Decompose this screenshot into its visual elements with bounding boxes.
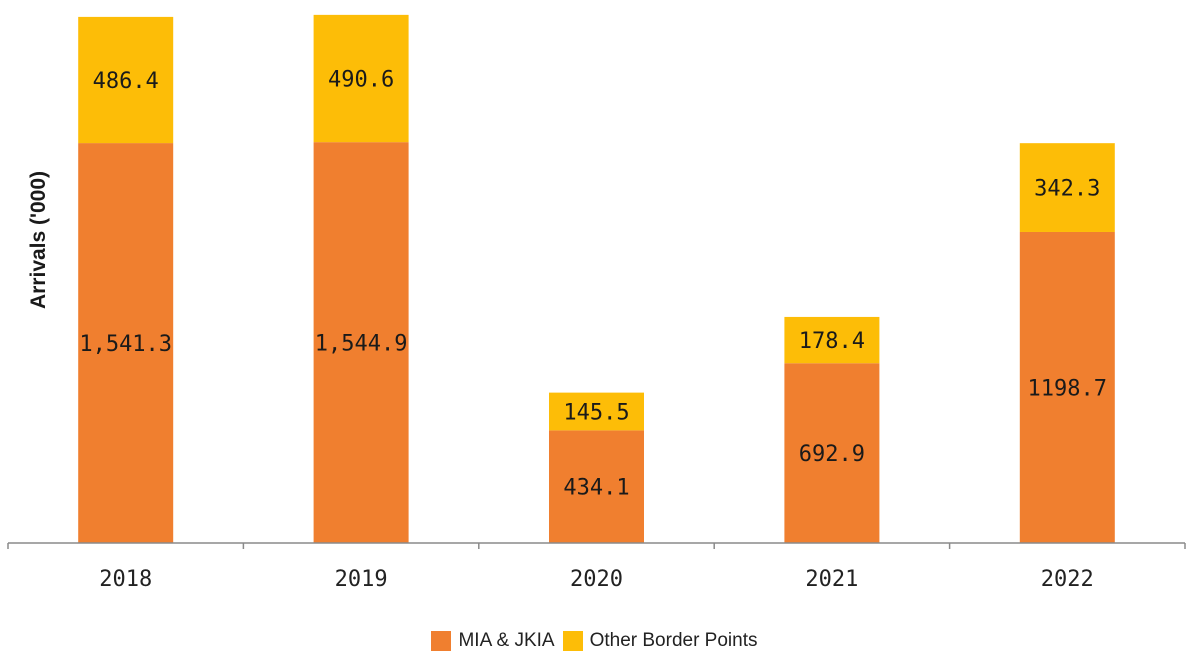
data-label-other-border-points-2019: 490.6 [328, 68, 394, 93]
legend: MIA & JKIA Other Border Points [0, 630, 1189, 652]
data-label-mia-jkia-2020: 434.1 [563, 476, 629, 501]
bar-other-border-points-2019 [313, 14, 409, 143]
legend-label-other-border-points: Other Border Points [589, 630, 758, 651]
bar-mia-jkia-2022 [1019, 231, 1115, 543]
legend-swatch-other-border-points [562, 631, 583, 651]
bar-mia-jkia-2018 [78, 143, 174, 543]
x-tick-label-2019: 2019 [335, 567, 388, 592]
data-label-other-border-points-2020: 145.5 [563, 400, 629, 425]
x-tick-label-2020: 2020 [570, 567, 623, 592]
x-tick-label-2022: 2022 [1041, 567, 1094, 592]
bar-mia-jkia-2020 [549, 430, 644, 543]
data-labels-layer: 1,541.3 486.4 1,544.9 490.6 434.1 145.5 692.9 1… [79, 68, 1107, 501]
data-label-mia-jkia-2018: 1,541.3 [79, 332, 172, 357]
legend-item-mia-jkia: MIA & JKIA [431, 630, 555, 652]
bar-other-border-points-2022 [1019, 143, 1115, 232]
bars-layer [78, 14, 1115, 544]
data-label-mia-jkia-2022: 1198.7 [1028, 376, 1107, 401]
data-label-other-border-points-2022: 342.3 [1034, 177, 1100, 202]
y-axis-label: Arrivals ('000) [27, 171, 50, 309]
bar-other-border-points-2018 [78, 16, 174, 144]
legend-label-mia-jkia: MIA & JKIA [458, 630, 555, 651]
x-tick-label-2021: 2021 [805, 567, 858, 592]
legend-item-other-border-points: Other Border Points [562, 630, 758, 652]
x-axis-tick-labels: 2018 2019 2020 2021 2022 [99, 567, 1094, 592]
legend-swatch-mia-jkia [431, 631, 452, 651]
data-label-other-border-points-2021: 178.4 [799, 329, 865, 354]
data-label-mia-jkia-2019: 1,544.9 [315, 332, 408, 357]
x-tick-label-2018: 2018 [99, 567, 152, 592]
bar-mia-jkia-2021 [784, 363, 880, 543]
data-label-other-border-points-2018: 486.4 [93, 69, 159, 94]
bar-mia-jkia-2019 [313, 142, 409, 544]
data-label-mia-jkia-2021: 692.9 [799, 442, 865, 467]
bar-other-border-points-2020 [549, 392, 644, 431]
bar-other-border-points-2021 [784, 316, 880, 364]
x-axis-ticks [7, 543, 1186, 549]
